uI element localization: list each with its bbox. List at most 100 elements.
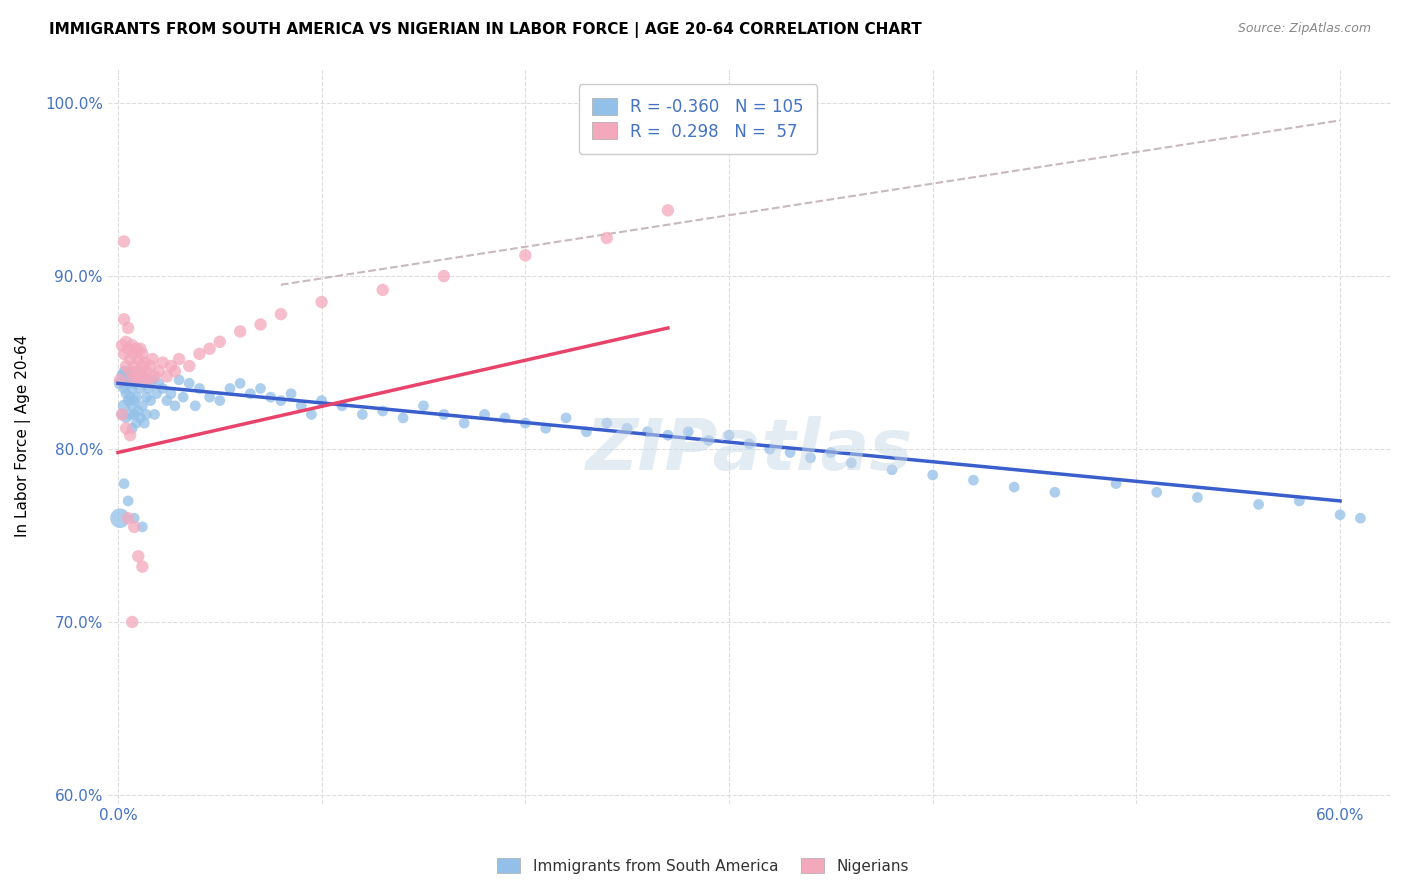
Point [121, 382, 143, 396]
Point [371, 283, 394, 297]
Point [122, 393, 145, 408]
Point [131, 369, 153, 384]
Point [122, 511, 145, 525]
Point [131, 359, 153, 373]
Point [117, 376, 139, 391]
Point [371, 404, 394, 418]
Point [131, 399, 153, 413]
Point [125, 390, 148, 404]
Point [1043, 485, 1066, 500]
Point [120, 428, 142, 442]
Point [112, 235, 135, 249]
Point [515, 248, 537, 262]
Point [1146, 485, 1168, 500]
Point [129, 342, 152, 356]
Point [120, 369, 142, 384]
Point [135, 364, 157, 378]
Point [127, 549, 149, 564]
Point [156, 369, 179, 384]
Point [121, 421, 143, 435]
Point [412, 399, 434, 413]
Point [167, 373, 190, 387]
Point [111, 338, 134, 352]
Point [122, 408, 145, 422]
Point [121, 338, 143, 352]
Point [148, 364, 170, 378]
Point [134, 355, 156, 369]
Point [125, 364, 148, 378]
Point [779, 445, 801, 459]
Point [117, 364, 139, 378]
Point [188, 382, 211, 396]
Point [188, 347, 211, 361]
Point [117, 342, 139, 356]
Point [433, 408, 456, 422]
Point [120, 390, 142, 404]
Point [115, 421, 138, 435]
Point [112, 364, 135, 378]
Point [111, 408, 134, 422]
Point [616, 421, 638, 435]
Point [145, 386, 167, 401]
Point [330, 399, 353, 413]
Point [108, 376, 131, 391]
Point [125, 416, 148, 430]
Point [678, 425, 700, 439]
Point [134, 369, 156, 384]
Point [697, 434, 720, 448]
Text: IMMIGRANTS FROM SOUTH AMERICA VS NIGERIAN IN LABOR FORCE | AGE 20-64 CORRELATION: IMMIGRANTS FROM SOUTH AMERICA VS NIGERIA… [49, 22, 922, 38]
Point [121, 399, 143, 413]
Point [112, 399, 135, 413]
Point [880, 463, 903, 477]
Point [115, 373, 138, 387]
Point [125, 342, 148, 356]
Point [135, 408, 157, 422]
Point [799, 450, 821, 465]
Point [152, 355, 174, 369]
Point [208, 334, 231, 349]
Point [115, 359, 138, 373]
Point [122, 520, 145, 534]
Point [249, 318, 271, 332]
Point [117, 494, 139, 508]
Point [717, 428, 740, 442]
Point [142, 373, 165, 387]
Point [758, 442, 780, 456]
Y-axis label: In Labor Force | Age 20-64: In Labor Force | Age 20-64 [15, 334, 31, 537]
Point [127, 364, 149, 378]
Point [152, 382, 174, 396]
Text: ZIPatlas: ZIPatlas [586, 417, 912, 485]
Point [260, 390, 283, 404]
Point [1350, 511, 1372, 525]
Point [111, 408, 134, 422]
Point [135, 390, 157, 404]
Point [120, 352, 142, 367]
Point [657, 428, 679, 442]
Point [637, 425, 659, 439]
Point [115, 386, 138, 401]
Point [120, 408, 142, 422]
Point [129, 411, 152, 425]
Point [1288, 494, 1310, 508]
Legend: Immigrants from South America, Nigerians: Immigrants from South America, Nigerians [491, 852, 915, 880]
Point [515, 416, 537, 430]
Point [280, 386, 302, 401]
Point [127, 352, 149, 367]
Point [179, 376, 201, 391]
Point [129, 382, 152, 396]
Point [108, 511, 131, 525]
Point [270, 307, 292, 321]
Point [962, 473, 984, 487]
Point [121, 615, 143, 629]
Point [172, 390, 194, 404]
Point [121, 373, 143, 387]
Point [1187, 491, 1209, 505]
Legend: R = -0.360   N = 105, R =  0.298   N =  57: R = -0.360 N = 105, R = 0.298 N = 57 [579, 84, 817, 154]
Point [494, 411, 516, 425]
Point [115, 334, 138, 349]
Point [127, 373, 149, 387]
Point [820, 445, 842, 459]
Point [143, 408, 166, 422]
Point [311, 295, 333, 310]
Point [127, 404, 149, 418]
